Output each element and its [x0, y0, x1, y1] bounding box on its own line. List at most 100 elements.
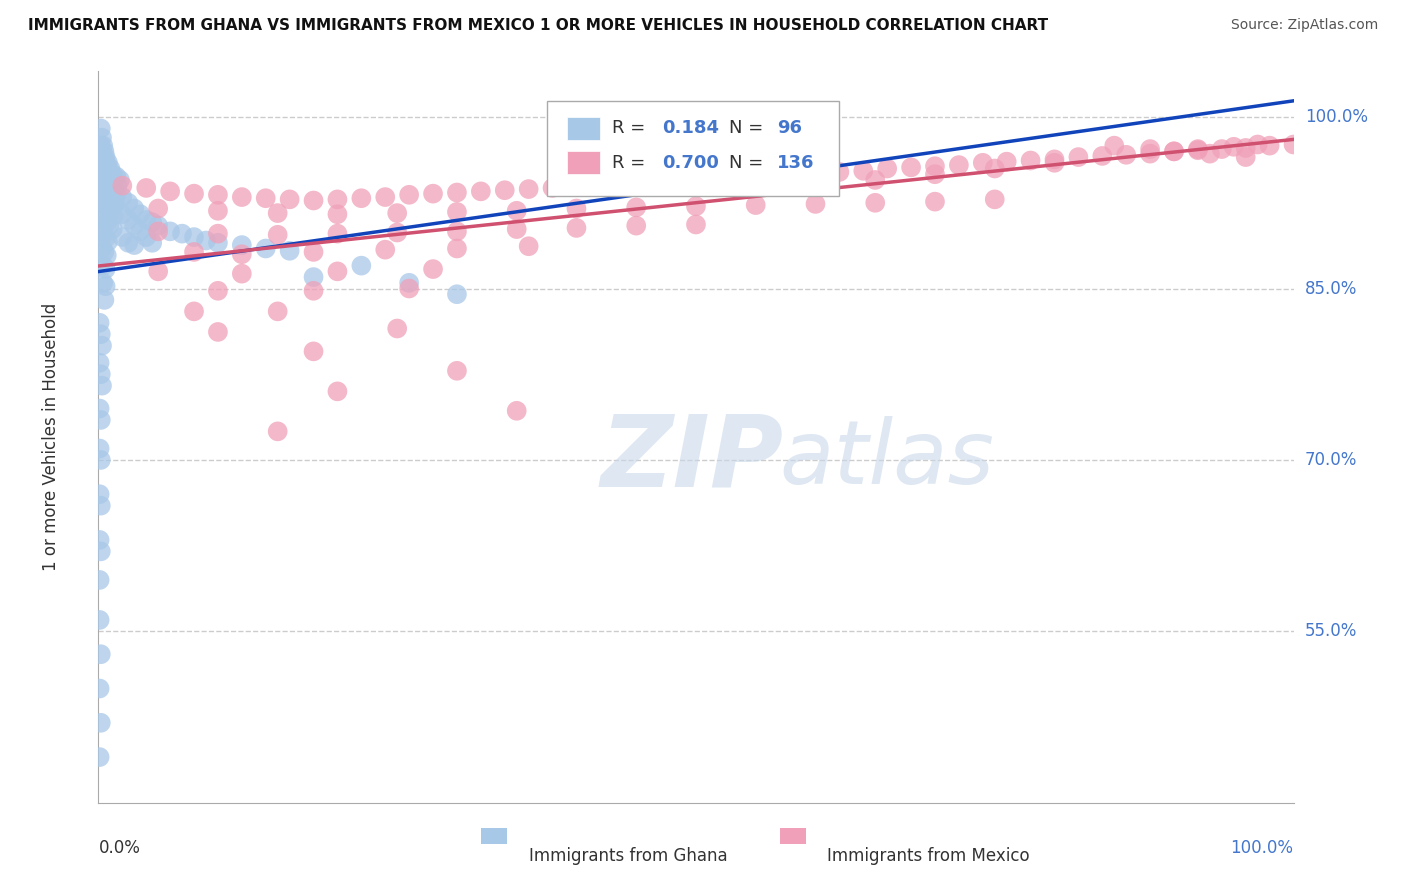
Text: 100.0%: 100.0% [1230, 839, 1294, 857]
Point [89, 316, 111, 330]
Point [98, 219, 121, 233]
Point [1139, 142, 1161, 156]
Point [326, 207, 349, 221]
Point [1211, 142, 1233, 156]
Point [124, 202, 146, 216]
Point [94, 262, 117, 277]
Point [98, 161, 122, 176]
Text: 100.0%: 100.0% [1305, 108, 1368, 126]
Text: N =: N = [730, 153, 769, 172]
Point [129, 207, 152, 221]
Point [302, 244, 325, 259]
Point [1199, 146, 1222, 161]
Point [100, 205, 122, 219]
Point [89, 681, 111, 696]
Point [89, 487, 111, 501]
Point [326, 227, 349, 241]
Point [124, 219, 146, 233]
Point [733, 170, 755, 185]
Point [141, 215, 163, 229]
Point [517, 239, 540, 253]
Point [93, 293, 115, 307]
Point [94, 198, 117, 212]
Point [865, 173, 887, 187]
Point [302, 270, 325, 285]
Point [900, 161, 922, 175]
Point [1067, 150, 1090, 164]
Point [90, 499, 112, 513]
Point [326, 384, 349, 399]
Text: ZIP: ZIP [600, 410, 783, 508]
Text: IMMIGRANTS FROM GHANA VS IMMIGRANTS FROM MEXICO 1 OR MORE VEHICLES IN HOUSEHOLD : IMMIGRANTS FROM GHANA VS IMMIGRANTS FROM… [28, 18, 1049, 33]
Bar [481, 829, 508, 845]
Point [267, 425, 290, 439]
Point [637, 175, 659, 189]
Point [117, 235, 139, 250]
Point [984, 193, 1007, 207]
Point [494, 183, 516, 197]
Point [89, 533, 111, 547]
Point [91, 338, 114, 352]
Point [159, 224, 181, 238]
Point [105, 169, 128, 184]
Point [398, 281, 420, 295]
Text: atlas: atlas [779, 416, 994, 502]
Point [302, 344, 325, 359]
Point [183, 186, 205, 201]
Point [91, 138, 114, 153]
Point [195, 234, 218, 248]
Text: 0.0%: 0.0% [98, 839, 141, 857]
Point [685, 173, 707, 187]
Point [207, 227, 229, 241]
Point [90, 121, 112, 136]
Text: Immigrants from Ghana: Immigrants from Ghana [529, 847, 727, 864]
Point [91, 130, 114, 145]
Point [1019, 153, 1042, 168]
Text: 0.184: 0.184 [662, 120, 720, 137]
Point [103, 208, 125, 222]
Point [93, 145, 115, 159]
Point [105, 187, 128, 202]
Point [1163, 145, 1185, 159]
Point [207, 325, 229, 339]
Point [745, 198, 768, 212]
Point [148, 224, 170, 238]
Point [89, 573, 111, 587]
Point [470, 185, 492, 199]
Point [398, 187, 420, 202]
Point [89, 750, 111, 764]
Text: 96: 96 [778, 120, 803, 137]
Point [129, 224, 152, 238]
Point [267, 206, 290, 220]
Point [91, 207, 114, 221]
Text: R =: R = [613, 153, 651, 172]
Point [541, 181, 564, 195]
Point [90, 138, 112, 153]
Point [506, 222, 529, 236]
Point [385, 226, 409, 240]
Point [278, 193, 301, 207]
Point [326, 193, 349, 207]
Point [90, 544, 112, 558]
Point [94, 231, 117, 245]
Point [91, 146, 114, 161]
Bar [567, 151, 600, 175]
Point [91, 242, 114, 256]
Point [972, 156, 994, 170]
Point [101, 222, 124, 236]
Point [398, 276, 420, 290]
Point [183, 304, 205, 318]
Point [1139, 146, 1161, 161]
Point [98, 163, 121, 178]
Point [1163, 145, 1185, 159]
Point [446, 224, 468, 238]
Point [94, 150, 117, 164]
Point [183, 244, 205, 259]
Point [374, 190, 396, 204]
Point [93, 182, 115, 196]
Point [103, 185, 125, 199]
Point [385, 321, 409, 335]
Point [254, 242, 277, 256]
Point [97, 235, 120, 249]
Point [924, 167, 946, 181]
